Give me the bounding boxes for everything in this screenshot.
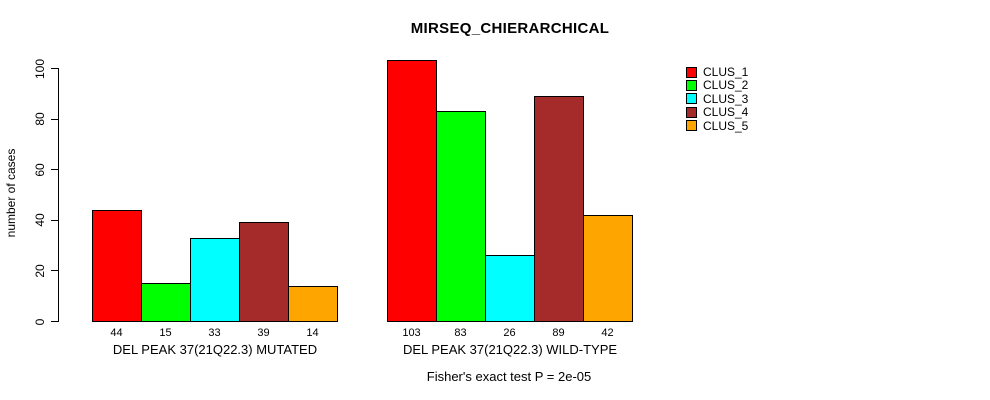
legend-row: CLUS_2 [686,79,748,91]
legend-row: CLUS_4 [686,106,748,118]
legend-swatch-icon [686,120,697,132]
y-tick-label: 40 [33,213,47,227]
y-tick-label: 60 [33,163,47,177]
bar-clus_4-group1 [534,95,584,322]
bar-value-label: 39 [257,327,270,339]
legend-swatch-icon [686,66,697,78]
bar-clus_2-group0 [141,283,191,322]
legend-label: CLUS_5 [703,118,749,133]
bar-value-label: 14 [306,327,319,339]
y-tick [51,118,58,120]
bar-value-label: 26 [503,327,516,339]
fisher-test-note: Fisher's exact test P = 2e-05 [426,369,592,384]
legend-swatch-icon [686,93,697,105]
x-group-label-wildtype: DEL PEAK 37(21Q22.3) WILD-TYPE [402,342,618,357]
bar-value-label: 44 [110,327,123,339]
legend-label: CLUS_3 [703,91,749,106]
bar-clus_5-group1 [583,214,633,322]
y-tick [51,169,58,171]
bar-clus_1-group0 [92,209,142,322]
y-tick [51,219,58,221]
y-tick [51,68,58,69]
legend-swatch-icon [686,79,697,91]
legend-row: CLUS_3 [686,93,748,105]
legend-label: CLUS_2 [703,78,749,93]
bar-value-label: 33 [208,327,221,339]
bar-clus_4-group0 [239,222,289,322]
y-axis-label: number of cases [4,148,18,238]
y-axis-line [58,68,59,322]
x-group-label-mutated: DEL PEAK 37(21Q22.3) MUTATED [112,342,318,357]
bar-value-label: 83 [454,327,467,339]
bar-value-label: 103 [402,327,421,339]
bar-clus_3-group1 [485,255,535,322]
bar-value-label: 15 [159,327,172,339]
chart-title: MIRSEQ_CHIERARCHICAL [410,20,610,37]
y-tick-label: 80 [33,112,47,126]
legend-row: CLUS_5 [686,120,748,132]
bar-clus_5-group0 [288,285,338,322]
bar-value-label: 42 [601,327,614,339]
legend-label: CLUS_1 [703,65,749,79]
y-tick-label: 0 [33,318,47,325]
y-tick [51,270,58,272]
legend-swatch-icon [686,106,697,118]
bar-value-label: 89 [552,327,565,339]
y-tick [51,321,58,322]
legend-row: CLUS_1 [686,66,748,78]
y-tick-label: 20 [33,264,47,278]
y-tick-label: 100 [33,58,47,79]
bar-clus_1-group1 [387,60,437,322]
legend-label: CLUS_4 [703,105,749,120]
bar-clus_3-group0 [190,237,240,322]
bar-clus_2-group1 [436,111,486,322]
